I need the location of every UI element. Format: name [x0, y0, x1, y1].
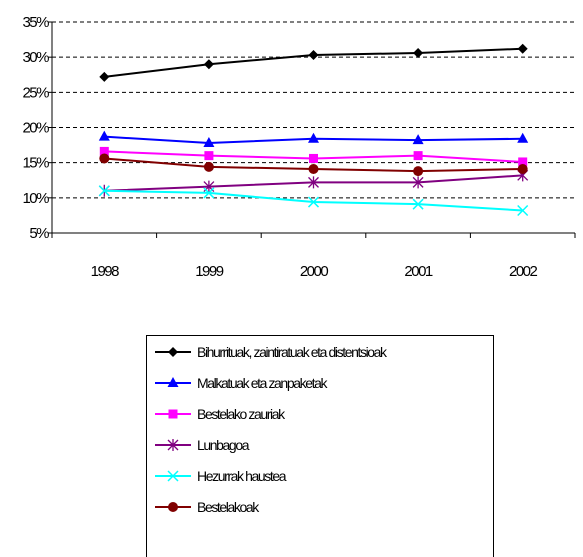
data-point-circle: [517, 163, 528, 174]
legend-item-bestelakoak: Bestelakoak: [151, 497, 259, 517]
y-tick-label: 10%: [22, 190, 49, 207]
legend-item-hezurrak-haustea: Hezurrak haustea: [151, 466, 287, 486]
data-point-square: [204, 151, 214, 161]
y-axis-tick-labels: 5% 10% 15% 20% 25% 30% 35%: [22, 14, 50, 242]
series-group: [98, 43, 529, 217]
legend-item-bihurrituak: Bihurrituak, zaintiratuak eta distentsio…: [151, 342, 387, 362]
legend-swatch-square-icon: [155, 409, 191, 419]
data-point-star: [412, 176, 424, 189]
legend-swatch-diamond-icon: [155, 347, 191, 357]
data-point-x: [517, 204, 529, 217]
legend-swatch-x-icon: [155, 470, 191, 482]
legend-item-malkatuak: Malkatuak eta zanpaketak: [151, 373, 327, 393]
y-tick-label: 35%: [22, 14, 49, 31]
legend: Bihurrituak, zaintiratuak eta distentsio…: [146, 335, 494, 557]
legend-swatch-circle-icon: [155, 502, 191, 512]
y-tick-label: 5%: [29, 225, 49, 242]
legend-label: Bestelako zauriak: [197, 406, 285, 422]
legend-item-bestelako-zauriak: Bestelako zauriak: [151, 404, 285, 424]
line-chart: 5% 10% 15% 20% 25% 30% 35% 1998 1999 2000 2001 200…: [22, 14, 576, 280]
y-tick-label: 25%: [22, 84, 49, 101]
x-tick-label: 2001: [404, 263, 433, 280]
data-point-x: [307, 196, 320, 208]
data-point-diamond: [99, 71, 110, 82]
data-point-circle: [203, 161, 214, 172]
data-point-triangle: [203, 136, 215, 147]
y-tick-label: 15%: [22, 155, 49, 172]
data-point-triangle: [412, 134, 424, 145]
data-point-star: [167, 439, 179, 451]
data-point-triangle: [167, 377, 179, 387]
data-point-diamond: [413, 47, 424, 58]
data-point-circle: [168, 502, 178, 512]
data-point-x: [98, 185, 110, 197]
data-point-square: [168, 409, 178, 419]
data-point-diamond: [308, 50, 319, 61]
series-1: [98, 130, 529, 147]
data-point-square: [99, 146, 109, 156]
data-point-triangle: [308, 132, 319, 143]
x-tick-label: 1999: [195, 263, 224, 280]
data-point-diamond: [203, 59, 214, 70]
legend-label: Hezurrak haustea: [197, 468, 287, 484]
series-5: [99, 153, 528, 177]
x-tick-label: 2000: [300, 263, 329, 280]
legend-label: Bestelakoak: [197, 499, 259, 515]
data-point-diamond: [168, 347, 178, 357]
x-axis-tick-labels: 1998 1999 2000 2001 2002: [91, 263, 539, 280]
series-0: [99, 43, 528, 82]
legend-swatch-triangle-icon: [155, 377, 191, 387]
y-tick-label: 20%: [22, 120, 49, 137]
x-tick-label: 1998: [91, 263, 120, 280]
y-tick-label: 30%: [22, 49, 49, 66]
data-point-circle: [99, 153, 110, 164]
data-point-triangle: [98, 130, 110, 141]
axes: [48, 21, 576, 238]
x-tick-label: 2002: [509, 263, 538, 280]
legend-swatch-star-icon: [155, 439, 191, 451]
series-2: [99, 146, 528, 167]
data-point-circle: [413, 166, 424, 177]
legend-item-lunbagoa: Lunbagoa: [151, 435, 249, 455]
data-point-x: [412, 198, 424, 210]
data-point-x: [203, 187, 215, 199]
legend-label: Malkatuak eta zanpaketak: [197, 375, 327, 391]
legend-label: Bihurrituak, zaintiratuak eta distentsio…: [197, 344, 387, 360]
data-point-diamond: [517, 43, 528, 54]
data-point-star: [308, 176, 319, 189]
data-point-x: [167, 470, 179, 482]
legend-label: Lunbagoa: [197, 437, 249, 453]
data-point-circle: [308, 163, 319, 174]
data-point-square: [518, 157, 528, 167]
data-point-square: [413, 151, 423, 161]
data-point-square: [309, 153, 318, 163]
data-point-triangle: [517, 132, 529, 143]
series-4: [98, 185, 529, 217]
series-line: [104, 189, 523, 212]
